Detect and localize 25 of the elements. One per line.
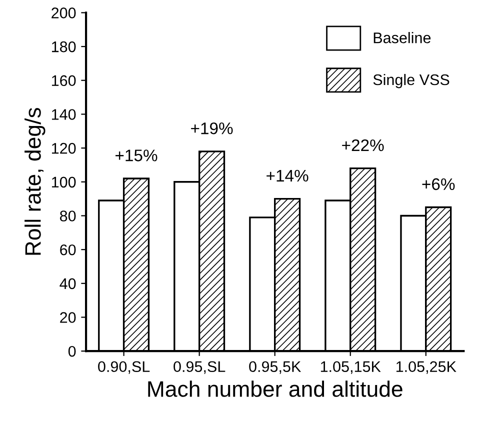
x-tick-label: 0.95,SL: [174, 361, 226, 374]
x-tick-label: 0.95,5K: [249, 361, 302, 374]
y-tick-label: 120: [52, 142, 76, 154]
annotation: +6%: [422, 178, 455, 190]
annotation: +22%: [342, 139, 384, 152]
y-tick-label: 20: [60, 312, 76, 323]
y-tick-label: 0: [68, 346, 76, 357]
y-tick-label: 140: [52, 109, 76, 120]
x-tick-label: 1.05,25K: [396, 361, 456, 374]
x-tick-label: 0.90,SL: [98, 361, 150, 374]
annotation: +15%: [116, 150, 158, 162]
x-axis-title: Mach number and altitude: [148, 380, 402, 397]
y-tick-label: 60: [60, 244, 76, 256]
y-tick-label: 80: [60, 210, 76, 222]
legend-label: Baseline: [374, 32, 431, 44]
y-tick-label: 100: [52, 176, 76, 188]
y-tick-label: 200: [52, 8, 76, 18]
y-tick-label: 40: [60, 278, 76, 290]
y-tick-label: 160: [52, 75, 76, 86]
annotation: +19%: [191, 122, 233, 134]
annotation: +14%: [266, 170, 308, 182]
y-tick-label: 180: [52, 41, 76, 52]
legend-label: Single VSS: [373, 74, 450, 88]
x-tick-label: 1.05,15K: [320, 361, 381, 374]
y-axis-title: Roll rate, deg/s: [24, 108, 46, 255]
